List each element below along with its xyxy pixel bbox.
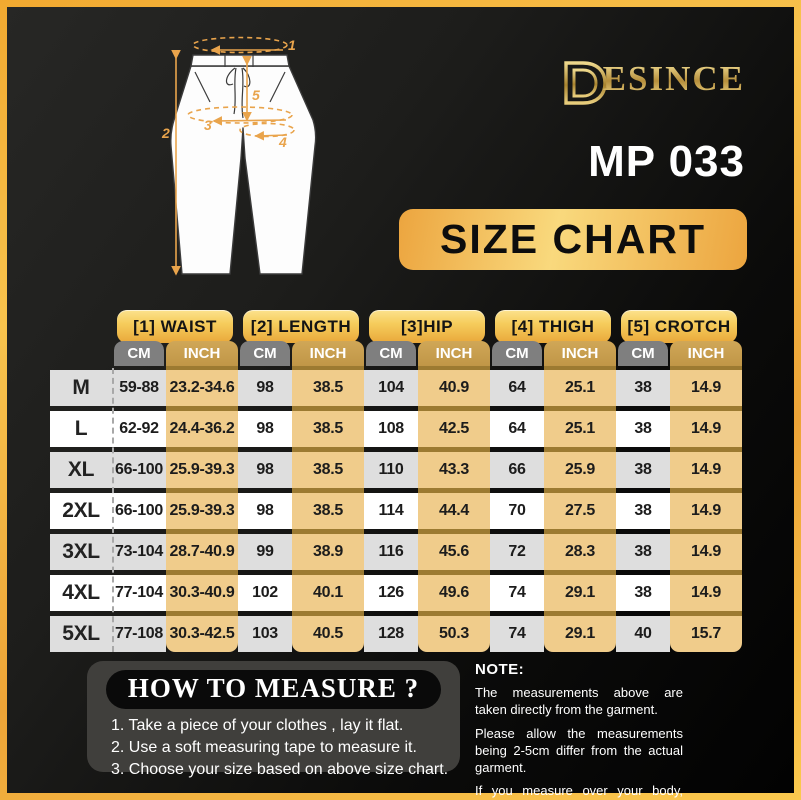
- size-label: 4XL: [50, 575, 112, 616]
- note-paragraph: Please allow the measurements being 2-5c…: [475, 725, 683, 775]
- table-row: 3XL 73-104 28.7-40.9 99 38.9 116 45.6 72…: [50, 534, 744, 575]
- unit-cm: CM: [618, 341, 668, 370]
- diagram-label-3: 3: [204, 117, 212, 133]
- brand-logo: ESINCE: [559, 56, 745, 110]
- size-label: XL: [50, 452, 112, 493]
- note-block: NOTE: The measurements above are taken d…: [475, 661, 683, 800]
- unit-cm: CM: [366, 341, 416, 370]
- diagram-label-2: 2: [161, 125, 170, 141]
- col-header-thigh: [4] THIGH: [495, 310, 611, 343]
- unit-cm: CM: [240, 341, 290, 370]
- pants-measure-diagram: 1 2 3 4 5: [161, 36, 317, 276]
- pants-outline: [170, 65, 317, 275]
- table-row: XL 66-100 25.9-39.3 98 38.5 110 43.3 66 …: [50, 452, 744, 493]
- unit-inch: INCH: [166, 341, 238, 370]
- unit-inch: INCH: [544, 341, 616, 370]
- diagram-label-1: 1: [288, 37, 296, 53]
- size-label: 3XL: [50, 534, 112, 575]
- brand-logo-text: ESINCE: [602, 59, 745, 98]
- table-row: M 59-88 23.2-34.6 98 38.5 104 40.9 64 25…: [50, 370, 744, 411]
- size-label: L: [50, 411, 112, 452]
- size-column-divider: [112, 368, 114, 652]
- diagram-label-5: 5: [252, 87, 260, 103]
- size-label: 5XL: [50, 616, 112, 652]
- size-chart-banner: SIZE CHART: [399, 209, 747, 270]
- how-to-measure-card: HOW TO MEASURE ? 1. Take a piece of your…: [87, 661, 460, 778]
- unit-cm: CM: [492, 341, 542, 370]
- size-table: [1] WAIST [2] LENGTH [3]HIP [4] THIGH [5…: [50, 310, 744, 652]
- brand-logo-d-icon: [563, 61, 607, 105]
- note-paragraph: If you measure over your body, please ad…: [475, 783, 683, 799]
- table-row: L 62-92 24.4-36.2 98 38.5 108 42.5 64 25…: [50, 411, 744, 452]
- table-row: 5XL 77-108 30.3-42.5 103 40.5 128 50.3 7…: [50, 616, 744, 652]
- size-chart-banner-label: SIZE CHART: [440, 216, 706, 262]
- col-header-hip: [3]HIP: [369, 310, 485, 343]
- note-title: NOTE:: [475, 661, 525, 678]
- unit-inch: INCH: [292, 341, 364, 370]
- size-table-units: CM INCH CM INCH CM INCH CM INCH CM INCH: [50, 341, 744, 370]
- size-label: M: [50, 370, 112, 411]
- measure-step-2: 2. Use a soft measuring tape to measure …: [111, 739, 417, 757]
- col-header-length: [2] LENGTH: [243, 310, 359, 343]
- size-table-header: [1] WAIST [2] LENGTH [3]HIP [4] THIGH [5…: [50, 310, 744, 343]
- product-code: MP 033: [588, 137, 745, 186]
- how-to-measure-title: HOW TO MEASURE ?: [105, 670, 442, 709]
- note-paragraph: The measurements above are taken directl…: [475, 685, 683, 717]
- size-label: 2XL: [50, 493, 112, 534]
- unit-cm: CM: [114, 341, 164, 370]
- unit-inch: INCH: [418, 341, 490, 370]
- unit-inch: INCH: [670, 341, 742, 370]
- waistband: [190, 54, 290, 67]
- measure-step-1: 1. Take a piece of your clothes , lay it…: [111, 717, 404, 734]
- col-header-waist: [1] WAIST: [117, 310, 233, 343]
- col-header-crotch: [5] CROTCH: [621, 310, 737, 343]
- table-row: 4XL 77-104 30.3-40.9 102 40.1 126 49.6 7…: [50, 575, 744, 616]
- table-row: 2XL 66-100 25.9-39.3 98 38.5 114 44.4 70…: [50, 493, 744, 534]
- measure-step-3: 3. Choose your size based on above size …: [111, 761, 449, 779]
- diagram-label-4: 4: [278, 134, 287, 150]
